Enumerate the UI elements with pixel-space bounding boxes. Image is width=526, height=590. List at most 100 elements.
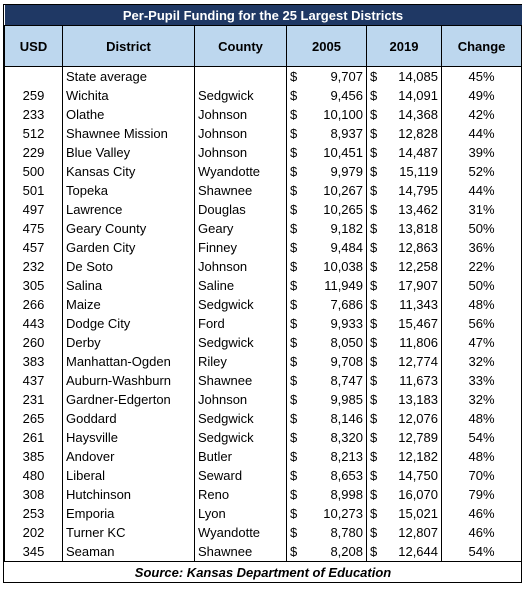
amount-cell: $15,119: [366, 162, 442, 181]
amount-value: 13,818: [398, 221, 438, 236]
currency-sign: $: [290, 126, 298, 141]
data-row: State average $9,707 $14,085 45%: [4, 66, 523, 86]
amount-cell: $8,050: [286, 333, 367, 352]
usd-cell: 500: [4, 162, 63, 181]
currency-sign: $: [370, 126, 378, 141]
amount-cell: $14,368: [366, 105, 442, 124]
amount-value: 8,780: [330, 525, 363, 540]
currency-sign: $: [370, 487, 378, 502]
amount-value: 17,907: [398, 278, 438, 293]
currency-sign: $: [290, 88, 298, 103]
amount-cell: $8,320: [286, 428, 367, 447]
funding-table: Per-Pupil Funding for the 25 Largest Dis…: [4, 5, 523, 582]
amount-value: 12,182: [398, 449, 438, 464]
amount-value: 14,795: [398, 183, 438, 198]
district-cell: Olathe: [62, 105, 195, 124]
amount-cell: $10,038: [286, 257, 367, 276]
district-cell: Lawrence: [62, 200, 195, 219]
amount-cell: $12,076: [366, 409, 442, 428]
amount-cell: $9,933: [286, 314, 367, 333]
amount-cell: $8,146: [286, 409, 367, 428]
currency-sign: $: [370, 316, 378, 331]
amount-cell: $10,451: [286, 143, 367, 162]
amount-value: 8,747: [330, 373, 363, 388]
amount-value: 9,933: [330, 316, 363, 331]
amount-cell: $9,484: [286, 238, 367, 257]
usd-cell: [4, 66, 63, 86]
table-title: Per-Pupil Funding for the 25 Largest Dis…: [4, 5, 522, 26]
amount-value: 9,707: [330, 69, 363, 84]
column-header: 2005: [286, 25, 367, 67]
currency-sign: $: [370, 202, 378, 217]
amount-cell: $10,100: [286, 105, 367, 124]
amount-cell: $11,806: [366, 333, 442, 352]
amount-value: 10,265: [323, 202, 363, 217]
currency-sign: $: [290, 468, 298, 483]
usd-cell: 475: [4, 219, 63, 238]
district-cell: Hutchinson: [62, 485, 195, 504]
usd-cell: 497: [4, 200, 63, 219]
district-cell: Maize: [62, 295, 195, 314]
district-cell: De Soto: [62, 257, 195, 276]
amount-value: 12,644: [398, 544, 438, 559]
amount-value: 8,653: [330, 468, 363, 483]
change-cell: 45%: [440, 66, 523, 86]
county-cell: Riley: [194, 352, 287, 371]
amount-cell: $8,780: [286, 523, 367, 542]
county-cell: Shawnee: [194, 542, 287, 562]
data-row: 383 Manhattan-Ogden Riley $9,708 $12,774 32%: [4, 352, 523, 371]
county-cell: Sedgwick: [194, 295, 287, 314]
amount-cell: $14,750: [366, 466, 442, 485]
change-cell: 54%: [440, 428, 523, 447]
data-row: 308 Hutchinson Reno $8,998 $16,070 79%: [4, 485, 523, 504]
district-cell: Geary County: [62, 219, 195, 238]
usd-cell: 259: [4, 86, 63, 105]
amount-cell: $12,807: [366, 523, 442, 542]
amount-cell: $15,021: [366, 504, 442, 523]
amount-cell: $11,343: [366, 295, 442, 314]
district-cell: Kansas City: [62, 162, 195, 181]
currency-sign: $: [290, 297, 298, 312]
change-cell: 54%: [440, 542, 523, 562]
data-row: 305 Salina Saline $11,949 $17,907 50%: [4, 276, 523, 295]
usd-cell: 266: [4, 295, 63, 314]
district-cell: Shawnee Mission: [62, 124, 195, 143]
district-cell: Gardner-Edgerton: [62, 390, 195, 409]
amount-cell: $11,949: [286, 276, 367, 295]
usd-cell: 345: [4, 542, 63, 562]
district-cell: Topeka: [62, 181, 195, 200]
table-head: Per-Pupil Funding for the 25 Largest Dis…: [4, 5, 523, 67]
county-cell: Ford: [194, 314, 287, 333]
usd-cell: 385: [4, 447, 63, 466]
county-cell: Sedgwick: [194, 409, 287, 428]
amount-value: 11,806: [399, 335, 438, 350]
county-cell: Finney: [194, 238, 287, 257]
currency-sign: $: [290, 107, 298, 122]
district-cell: Salina: [62, 276, 195, 295]
county-cell: Reno: [194, 485, 287, 504]
data-row: 497 Lawrence Douglas $10,265 $13,462 31%: [4, 200, 523, 219]
amount-cell: $7,686: [286, 295, 367, 314]
data-row: 501 Topeka Shawnee $10,267 $14,795 44%: [4, 181, 523, 200]
amount-value: 11,949: [324, 278, 363, 293]
amount-value: 14,085: [398, 69, 438, 84]
change-cell: 31%: [440, 200, 523, 219]
county-cell: Johnson: [194, 105, 287, 124]
district-cell: Andover: [62, 447, 195, 466]
usd-cell: 229: [4, 143, 63, 162]
amount-value: 12,774: [398, 354, 438, 369]
district-cell: Manhattan-Ogden: [62, 352, 195, 371]
change-cell: 47%: [440, 333, 523, 352]
amount-cell: $12,644: [366, 542, 442, 562]
amount-value: 13,462: [398, 202, 438, 217]
amount-value: 8,146: [330, 411, 363, 426]
county-cell: Saline: [194, 276, 287, 295]
amount-value: 10,451: [323, 145, 363, 160]
data-row: 457 Garden City Finney $9,484 $12,863 36%: [4, 238, 523, 257]
column-header: County: [194, 25, 287, 67]
amount-cell: $14,795: [366, 181, 442, 200]
data-row: 385 Andover Butler $8,213 $12,182 48%: [4, 447, 523, 466]
amount-value: 8,208: [330, 544, 363, 559]
usd-cell: 202: [4, 523, 63, 542]
change-cell: 50%: [440, 276, 523, 295]
